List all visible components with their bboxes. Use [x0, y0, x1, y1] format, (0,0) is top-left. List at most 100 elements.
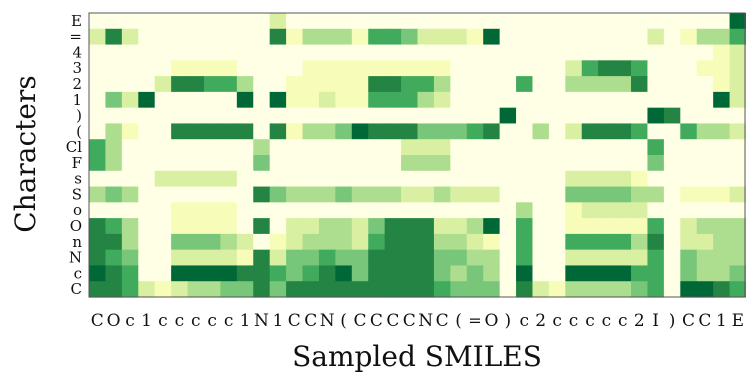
heatmap-cell — [318, 186, 336, 203]
heatmap-cell — [236, 218, 254, 235]
x-tick-label: N — [418, 311, 433, 331]
heatmap-cell — [532, 76, 550, 93]
heatmap-cell — [154, 44, 172, 61]
heatmap-cell — [729, 202, 746, 219]
heatmap-cell — [203, 123, 222, 140]
heatmap-cell — [269, 60, 287, 77]
heatmap-cell — [269, 249, 287, 267]
heatmap-cell — [548, 76, 566, 93]
heatmap-cell — [269, 265, 287, 282]
heatmap-cell — [466, 107, 484, 125]
x-tick-label: O — [484, 311, 498, 331]
heatmap-cell — [302, 249, 320, 267]
heatmap-cell — [647, 28, 665, 46]
heatmap-cell — [236, 265, 254, 282]
heatmap-cell — [532, 44, 550, 61]
heatmap-cell — [269, 170, 287, 188]
heatmap-cell — [401, 44, 419, 61]
heatmap-cell — [483, 44, 501, 61]
heatmap-cell — [598, 265, 616, 282]
heatmap-cell — [680, 186, 698, 203]
x-tick-label: C — [698, 311, 711, 331]
heatmap-cell — [433, 218, 451, 235]
heatmap-cell — [286, 233, 304, 251]
heatmap-cell — [187, 91, 205, 109]
heatmap-cell — [335, 170, 353, 188]
heatmap-cell — [105, 139, 123, 156]
x-tick-label: C — [91, 311, 104, 331]
heatmap-cell — [548, 139, 566, 156]
heatmap-cell — [253, 123, 271, 140]
heatmap-cell — [663, 28, 681, 46]
heatmap-cell — [499, 76, 517, 93]
heatmap-cell — [335, 202, 353, 219]
heatmap-cell — [335, 155, 353, 172]
heatmap-cell — [401, 13, 419, 30]
heatmap-cell — [138, 249, 156, 267]
heatmap-cell — [187, 218, 205, 235]
heatmap-cell — [269, 218, 287, 235]
heatmap-cell — [433, 123, 451, 140]
heatmap-cell — [450, 76, 468, 93]
heatmap-cell — [631, 170, 649, 188]
heatmap-cell — [121, 13, 139, 30]
heatmap-cell — [138, 265, 156, 282]
heatmap-cell — [614, 233, 632, 251]
heatmap-cell — [318, 13, 336, 30]
heatmap-cell — [236, 107, 254, 125]
heatmap-cell — [253, 60, 271, 77]
heatmap-cell — [138, 155, 156, 172]
heatmap-cell — [302, 44, 320, 61]
heatmap-cell — [236, 281, 254, 298]
heatmap-cell — [286, 186, 304, 203]
heatmap-cell — [483, 107, 501, 125]
heatmap-cell — [565, 107, 583, 125]
heatmap-cell — [548, 170, 566, 188]
heatmap-cell — [713, 107, 731, 125]
heatmap-cell — [499, 13, 517, 30]
heatmap-cell — [121, 44, 139, 61]
heatmap-cell — [499, 123, 517, 140]
heatmap-cell — [171, 60, 189, 77]
heatmap-cell — [729, 265, 746, 282]
heatmap-cell — [516, 76, 534, 93]
heatmap-cell — [516, 44, 534, 61]
heatmap-cell — [532, 218, 550, 235]
heatmap-cell — [548, 265, 566, 282]
heatmap-cell — [121, 28, 139, 46]
heatmap-cell — [286, 123, 304, 140]
heatmap-cell — [417, 281, 435, 298]
heatmap-cell — [696, 233, 714, 251]
heatmap-cell — [286, 76, 304, 93]
heatmap-cell — [581, 170, 599, 188]
x-tick-label: N — [320, 311, 335, 331]
heatmap-cell — [598, 218, 616, 235]
heatmap-cell — [318, 202, 336, 219]
heatmap-cell — [220, 170, 238, 188]
heatmap-cell — [614, 249, 632, 267]
heatmap-cell — [647, 76, 665, 93]
heatmap-cell — [532, 13, 550, 30]
heatmap-cell — [318, 44, 336, 61]
heatmap-cell — [89, 281, 107, 298]
y-tick-label: F — [72, 154, 82, 172]
x-tick-label: c — [618, 311, 628, 331]
heatmap-cell — [663, 139, 681, 156]
x-tick-label: ( — [340, 311, 347, 331]
heatmap-cell — [516, 218, 534, 235]
heatmap-cell — [696, 123, 714, 140]
heatmap-cell — [466, 265, 484, 282]
heatmap-cell — [286, 107, 304, 125]
heatmap-cell — [368, 249, 386, 267]
heatmap-cell — [713, 139, 731, 156]
heatmap-cell — [499, 233, 517, 251]
y-tick-label: C — [71, 280, 82, 298]
heatmap-cell — [187, 249, 205, 267]
y-tick-label: 3 — [72, 59, 82, 77]
heatmap-cell — [499, 60, 517, 77]
heatmap-cell — [89, 13, 107, 30]
heatmap-cell — [729, 13, 746, 30]
heatmap-cell — [302, 233, 320, 251]
heatmap-cell — [138, 281, 156, 298]
heatmap-cell — [499, 28, 517, 46]
